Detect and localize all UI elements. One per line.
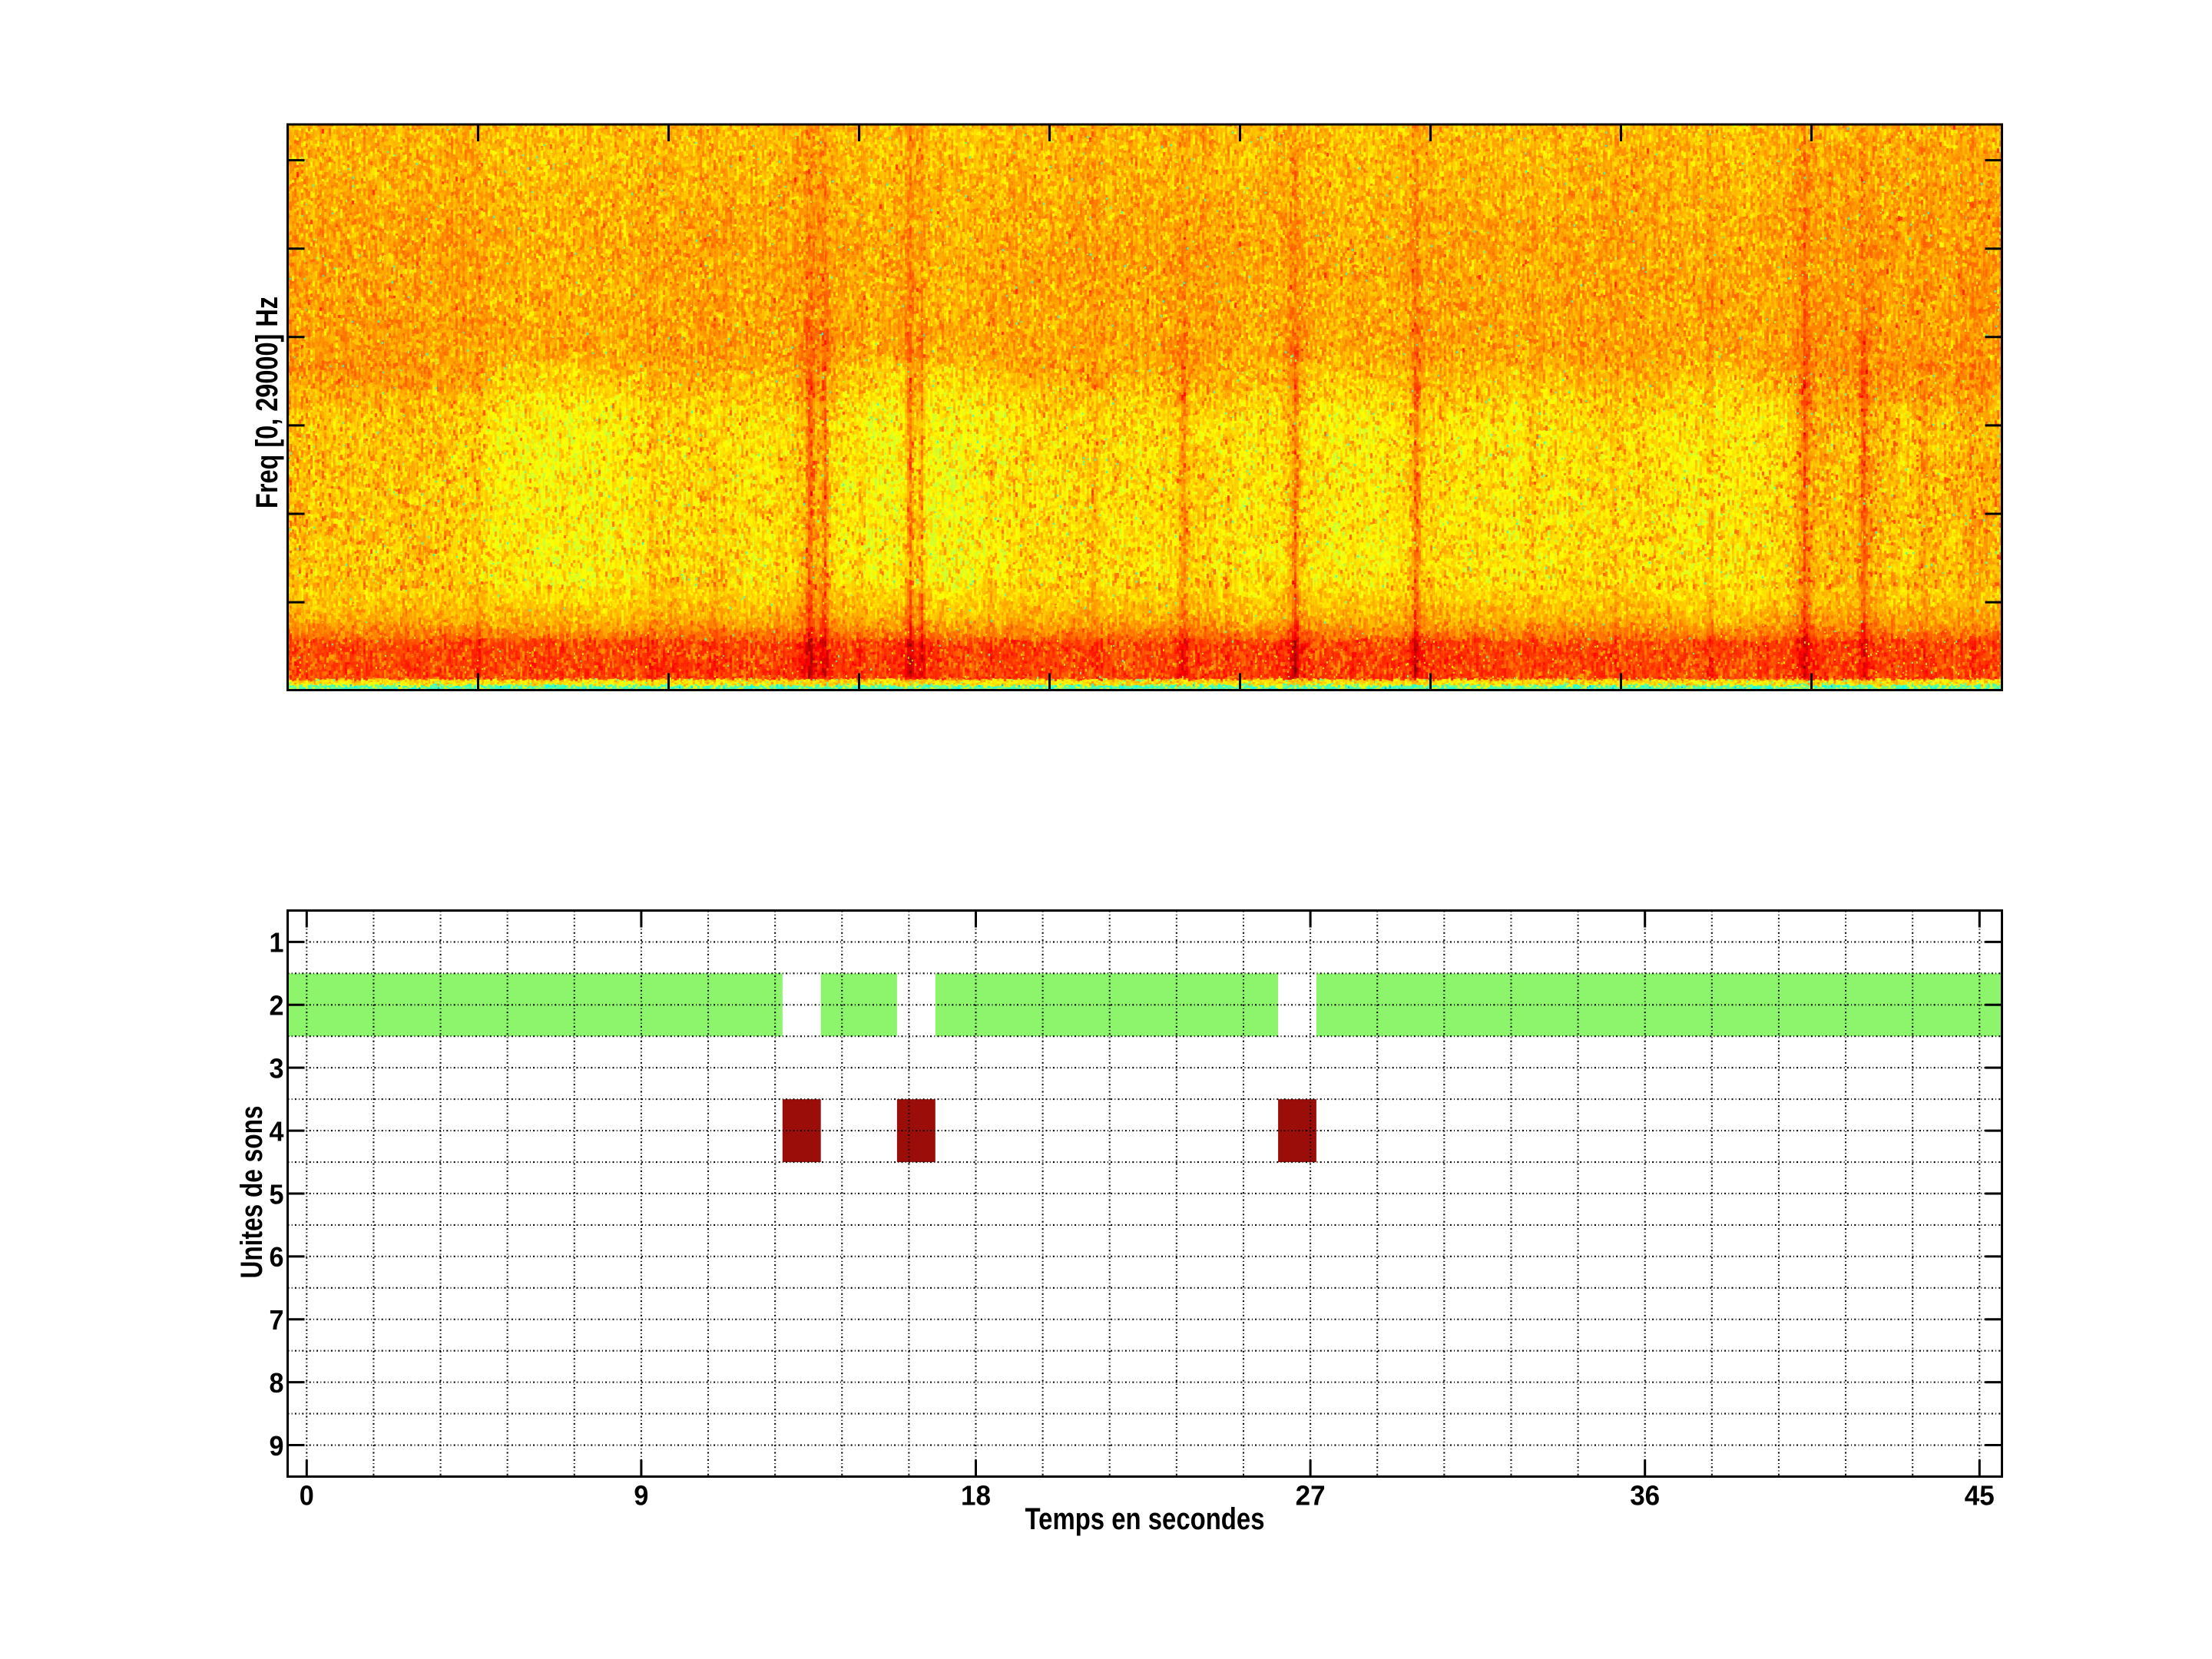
svg-text:36: 36 xyxy=(1630,1480,1660,1512)
svg-text:1: 1 xyxy=(270,927,284,959)
svg-text:Temps en secondes: Temps en secondes xyxy=(1025,1502,1265,1536)
svg-text:27: 27 xyxy=(1296,1480,1326,1512)
svg-text:18: 18 xyxy=(961,1480,991,1512)
svg-text:9: 9 xyxy=(270,1430,284,1462)
svg-text:5: 5 xyxy=(270,1178,284,1210)
svg-text:7: 7 xyxy=(270,1304,284,1336)
svg-text:Freq [0, 29000] Hz: Freq [0, 29000] Hz xyxy=(250,296,284,508)
svg-text:4: 4 xyxy=(270,1115,285,1147)
svg-text:2: 2 xyxy=(270,990,284,1022)
svg-text:45: 45 xyxy=(1965,1480,1995,1512)
svg-text:8: 8 xyxy=(270,1367,284,1399)
svg-text:3: 3 xyxy=(270,1052,284,1084)
svg-text:9: 9 xyxy=(634,1480,648,1512)
svg-text:Unites de sons: Unites de sons xyxy=(235,1106,269,1279)
svg-text:6: 6 xyxy=(270,1241,284,1273)
svg-text:0: 0 xyxy=(300,1480,314,1512)
